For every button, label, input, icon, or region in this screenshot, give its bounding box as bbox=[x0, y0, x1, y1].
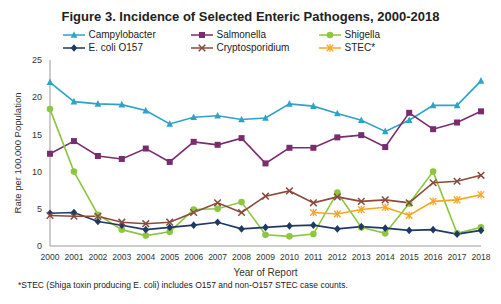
svg-text:2014: 2014 bbox=[376, 252, 395, 262]
html-text:*STEC (Shiga toxin producing E: *STEC (Shiga toxin producing E. coli) in… bbox=[18, 280, 348, 290]
svg-text:2002: 2002 bbox=[88, 252, 107, 262]
svg-text:2011: 2011 bbox=[304, 252, 323, 262]
svg-text:Year of Report: Year of Report bbox=[233, 267, 297, 278]
html-text:Figure 3. Incidence of Selecte: Figure 3. Incidence of Selected Enteric … bbox=[61, 9, 440, 24]
svg-text:2004: 2004 bbox=[136, 252, 155, 262]
svg-text:25: 25 bbox=[32, 55, 42, 65]
svg-text:5: 5 bbox=[37, 204, 42, 214]
html-text:STEC*: STEC* bbox=[344, 42, 376, 53]
svg-text:2018: 2018 bbox=[472, 252, 491, 262]
svg-text:2016: 2016 bbox=[424, 252, 443, 262]
svg-text:2000: 2000 bbox=[41, 252, 60, 262]
svg-text:15: 15 bbox=[32, 130, 42, 140]
html-text:Salmonella: Salmonella bbox=[216, 29, 266, 40]
svg-text:2001: 2001 bbox=[64, 252, 83, 262]
html-text:Cryptosporidium: Cryptosporidium bbox=[216, 42, 290, 53]
svg-text:2007: 2007 bbox=[208, 252, 227, 262]
svg-text:2005: 2005 bbox=[160, 252, 179, 262]
svg-text:2012: 2012 bbox=[328, 252, 347, 262]
svg-text:2010: 2010 bbox=[280, 252, 299, 262]
svg-text:Rate per 100,000 Population: Rate per 100,000 Population bbox=[12, 93, 23, 214]
svg-text:2009: 2009 bbox=[256, 252, 275, 262]
html-text:E. coli O157: E. coli O157 bbox=[88, 42, 143, 53]
svg-text:2008: 2008 bbox=[232, 252, 251, 262]
html-text:Shigella: Shigella bbox=[344, 29, 381, 40]
svg-text:2006: 2006 bbox=[184, 252, 203, 262]
svg-text:2003: 2003 bbox=[112, 252, 131, 262]
svg-text:20: 20 bbox=[32, 92, 42, 102]
svg-text:10: 10 bbox=[32, 167, 42, 177]
svg-text:2017: 2017 bbox=[448, 252, 467, 262]
svg-text:0: 0 bbox=[37, 241, 42, 251]
html-text:Campylobacter: Campylobacter bbox=[88, 29, 156, 40]
svg-text:2013: 2013 bbox=[352, 252, 371, 262]
svg-text:2015: 2015 bbox=[400, 252, 419, 262]
